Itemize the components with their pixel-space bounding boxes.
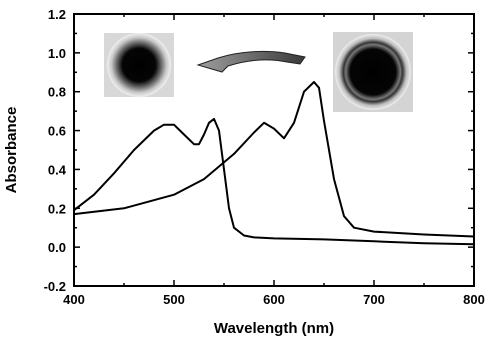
x-axis-label: Wavelength (nm): [214, 320, 334, 337]
x-tick-label: 600: [263, 292, 285, 307]
blue-particle-image: [107, 33, 171, 97]
x-tick-label: 500: [163, 292, 185, 307]
y-tick-label: 0.2: [48, 201, 66, 216]
series-line-1: [73, 117, 475, 246]
y-tick-label: 1.2: [48, 7, 66, 22]
y-tick-label: 1.0: [48, 46, 66, 61]
y-tick-label: 0.6: [48, 124, 66, 139]
series-group: [73, 81, 475, 246]
y-axis-label: Absorbance: [3, 107, 20, 194]
y-tick-label: -0.2: [44, 279, 66, 294]
y-tick-label: 0.0: [48, 240, 66, 255]
green-particle-photo: [333, 32, 413, 112]
y-axis-ticks: [74, 13, 474, 287]
conversion-arrow: [196, 50, 306, 73]
conversion-arrow-shape: [196, 50, 306, 73]
x-tick-label: 800: [463, 292, 485, 307]
y-tick-label: 0.8: [48, 85, 66, 100]
x-tick-label: 400: [63, 292, 85, 307]
series-line-2: [73, 81, 475, 238]
x-axis-ticks: [73, 14, 475, 286]
green-particle-image: [335, 34, 411, 110]
x-axis-tick-labels: 400 500 600 700 800: [63, 292, 485, 307]
y-tick-label: 0.4: [48, 162, 67, 177]
x-tick-label: 700: [363, 292, 385, 307]
blue-particle-photo: [104, 33, 174, 97]
y-axis-tick-labels: -0.2 0.0 0.2 0.4 0.6 0.8 1.0 1.2: [44, 7, 67, 294]
